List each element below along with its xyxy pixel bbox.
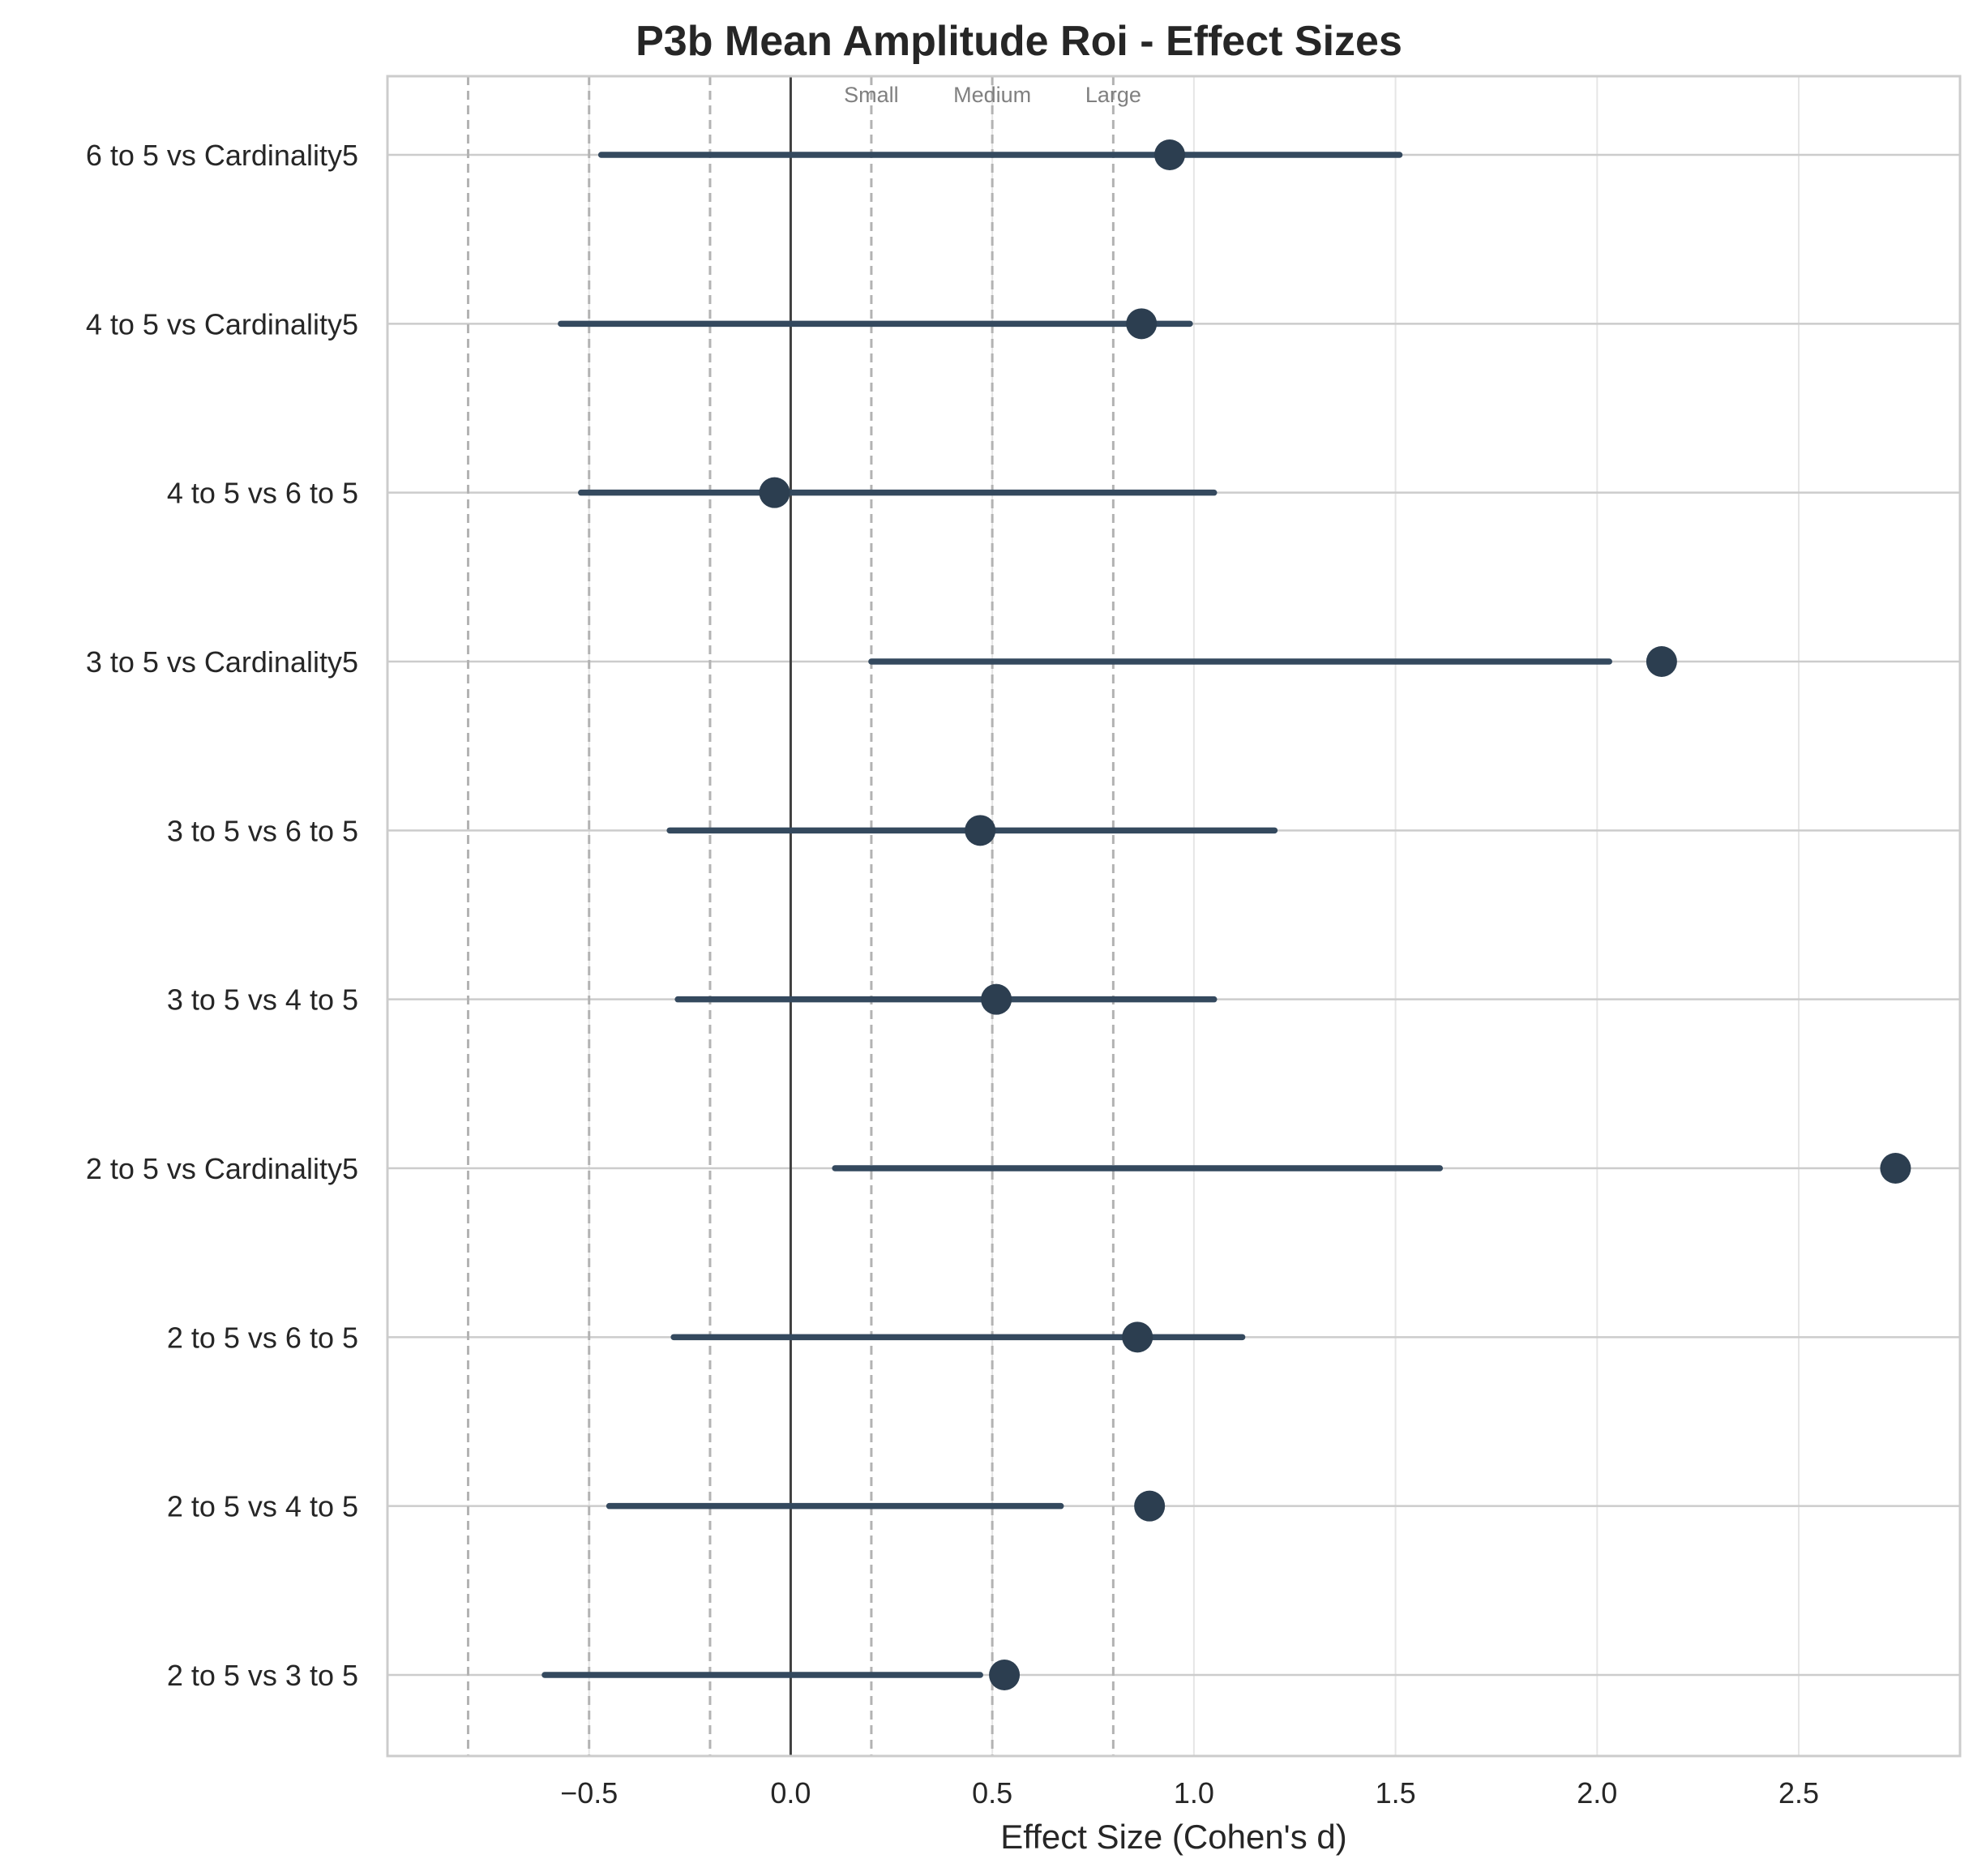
reference-lines: Small Medium Large xyxy=(466,76,1141,1756)
effect-point xyxy=(759,477,790,508)
x-tick-label: 2.5 xyxy=(1778,1776,1819,1810)
effect-point xyxy=(1126,308,1158,340)
y-tick-label: 4 to 5 vs 6 to 5 xyxy=(167,477,358,510)
effect-point xyxy=(989,1660,1021,1690)
x-tick-label: −0.5 xyxy=(560,1776,618,1810)
x-tick-label: 0.5 xyxy=(972,1776,1012,1810)
y-tick-label: 6 to 5 vs Cardinality5 xyxy=(86,139,358,172)
reference-line-label: Medium xyxy=(953,83,1031,107)
y-tick-label: 2 to 5 vs 3 to 5 xyxy=(167,1659,358,1692)
x-tick-labels: −0.5 0.0 0.5 1.0 1.5 2.0 2.5 xyxy=(560,1776,1819,1810)
y-tick-label: 2 to 5 vs Cardinality5 xyxy=(86,1152,358,1185)
x-tick-label: 1.5 xyxy=(1376,1776,1416,1810)
y-tick-label: 2 to 5 vs 4 to 5 xyxy=(167,1490,358,1523)
reference-line-label: Small xyxy=(844,83,899,107)
plot-frame xyxy=(386,75,1962,1758)
x-tick-label: 0.0 xyxy=(770,1776,811,1810)
chart-title: P3b Mean Amplitude Roi - Effect Sizes xyxy=(636,18,1402,65)
x-tick-label: 1.0 xyxy=(1174,1776,1214,1810)
series-layer xyxy=(541,139,1911,1690)
y-tick-label: 4 to 5 vs Cardinality5 xyxy=(86,307,358,341)
y-tick-label: 2 to 5 vs 6 to 5 xyxy=(167,1321,358,1354)
x-tick-label: 2.0 xyxy=(1577,1776,1617,1810)
y-tick-label: 3 to 5 vs 6 to 5 xyxy=(167,814,358,847)
effect-point xyxy=(1122,1321,1153,1353)
effect-point xyxy=(1646,646,1677,677)
effect-point xyxy=(1880,1153,1911,1184)
reference-line-label: Large xyxy=(1085,83,1141,107)
x-axis-label: Effect Size (Cohen's d) xyxy=(1000,1818,1346,1856)
effect-point xyxy=(1134,1490,1166,1522)
y-tick-label: 3 to 5 vs 4 to 5 xyxy=(167,983,358,1017)
effect-point xyxy=(1154,139,1186,170)
effect-point xyxy=(981,983,1012,1015)
y-tick-label: 3 to 5 vs Cardinality5 xyxy=(86,645,358,679)
effect-point xyxy=(965,815,996,846)
y-tick-labels: 6 to 5 vs Cardinality5 4 to 5 vs Cardinal… xyxy=(86,139,358,1692)
